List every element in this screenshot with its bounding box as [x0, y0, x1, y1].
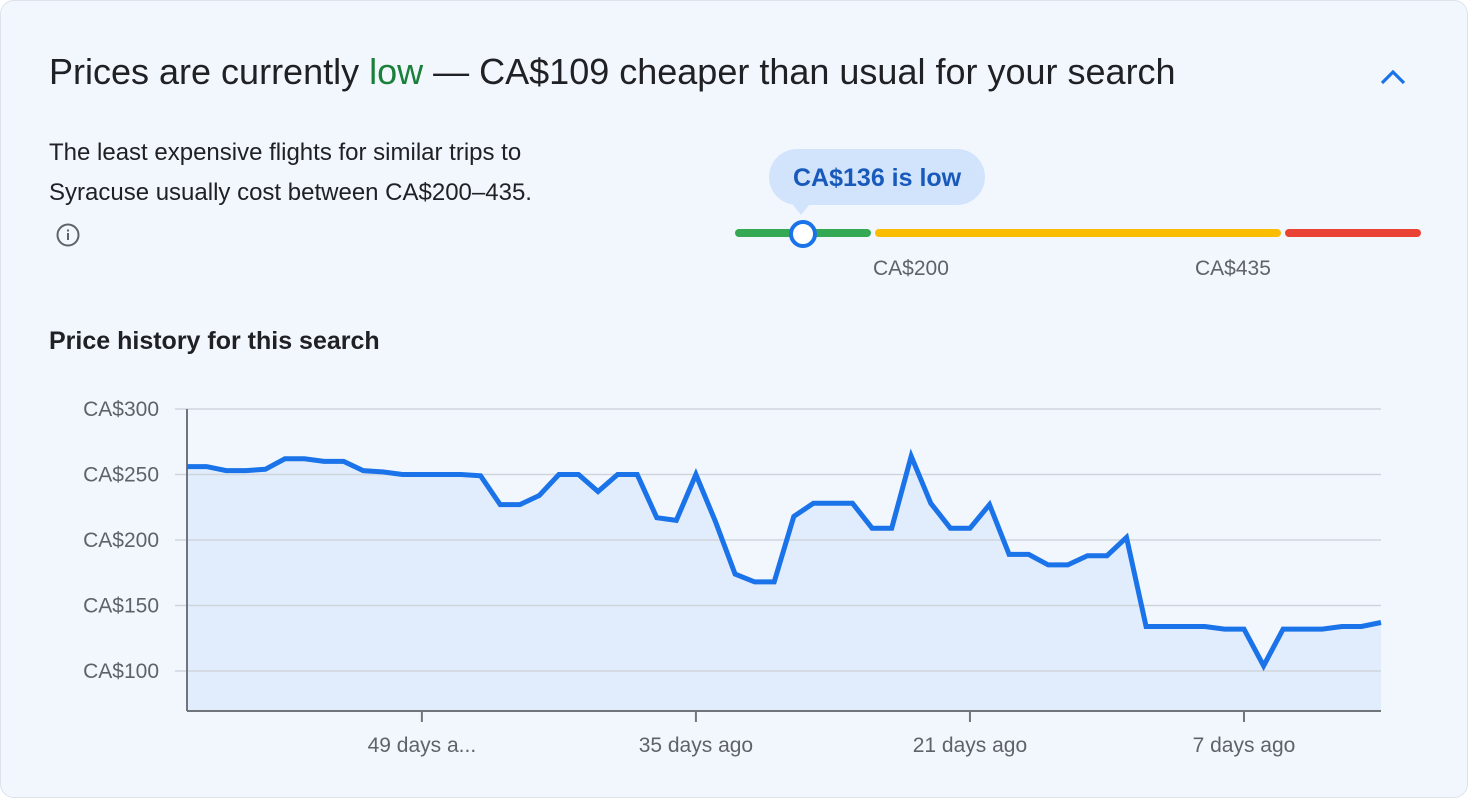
x-tick-label: 7 days ago: [1193, 734, 1296, 757]
y-tick-label: CA$200: [83, 529, 159, 552]
price-area-fill: [187, 456, 1381, 711]
y-tick-label: CA$150: [83, 595, 159, 618]
y-tick-label: CA$250: [83, 464, 159, 487]
y-tick-label: CA$100: [83, 660, 159, 683]
x-tick-label: 49 days a...: [368, 734, 477, 757]
y-tick-label: CA$300: [83, 398, 159, 421]
x-tick-label: 35 days ago: [639, 734, 753, 757]
x-tick-label: 21 days ago: [913, 734, 1027, 757]
